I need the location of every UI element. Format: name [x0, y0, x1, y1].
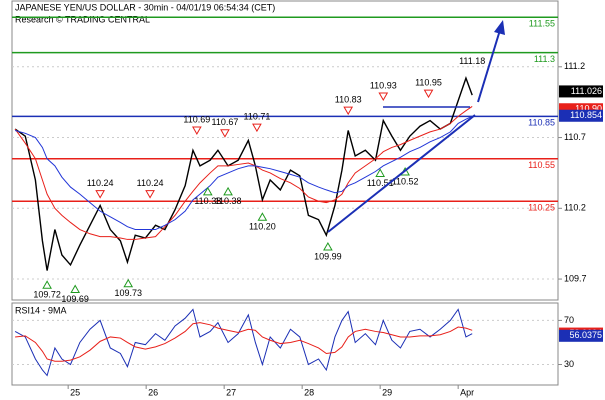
x-tick-label: 25	[70, 387, 80, 397]
high-label: 110.93	[370, 80, 397, 90]
high-label: 110.95	[415, 78, 442, 88]
high-label: 110.24	[137, 178, 164, 188]
series-line	[15, 322, 473, 362]
chart-title: JAPANESE YEN/US DOLLAR - 30min - 04/01/1…	[15, 2, 275, 12]
x-tick-label: Apr	[460, 387, 474, 397]
high-marker	[343, 106, 354, 116]
low-marker	[70, 284, 81, 293]
y-tick-label: 70	[564, 315, 574, 325]
high-marker	[220, 129, 230, 138]
low-label: 110.20	[249, 222, 276, 232]
high-marker	[378, 92, 389, 102]
low-label: 110.38	[194, 196, 221, 206]
series-line	[14, 308, 473, 377]
low-marker	[257, 212, 268, 221]
high-marker	[191, 126, 202, 135]
low-label: 109.69	[61, 294, 89, 304]
x-tick-label: 26	[148, 387, 158, 397]
trend-line	[327, 114, 476, 233]
low-marker	[375, 168, 386, 177]
series-line	[14, 106, 473, 240]
low-marker	[323, 242, 333, 251]
price-box	[559, 85, 603, 98]
price-box-label: 110.854	[570, 110, 602, 120]
high-marker	[252, 123, 262, 133]
price-box	[559, 109, 603, 122]
top-label: 111.18	[459, 56, 485, 66]
level-label: 111.55	[529, 19, 555, 29]
chart-subtitle: Research © TRADING CENTRAL	[15, 14, 150, 24]
level-label: 110.85	[528, 118, 555, 128]
low-label: 109.73	[114, 288, 142, 298]
low-marker	[223, 186, 233, 196]
y-tick-label: 30	[564, 359, 574, 369]
low-label: 110.51	[367, 178, 394, 188]
low-marker	[202, 186, 213, 196]
price-box-label: 110.90	[575, 104, 602, 114]
low-marker	[42, 280, 52, 289]
x-tick-label: 29	[382, 387, 392, 397]
low-marker	[123, 278, 134, 288]
rsi-panel	[11, 302, 559, 386]
price-box-label: 111.026	[571, 86, 602, 96]
low-label: 109.99	[314, 251, 342, 261]
high-label: 110.24	[87, 178, 114, 188]
low-label: 110.38	[215, 196, 242, 206]
high-marker	[145, 190, 155, 199]
y-tick-label: 110.7	[564, 132, 586, 142]
level-label: 110.25	[528, 203, 555, 213]
y-tick-label: 111.2	[564, 61, 585, 71]
y-tick-label: 109.7	[564, 273, 587, 283]
arrow-head	[494, 20, 505, 35]
y-tick-label: 110.2	[564, 203, 586, 213]
price-box	[559, 329, 603, 342]
forecast-arrow	[477, 29, 501, 103]
low-label: 109.72	[33, 290, 61, 300]
price-box-label: 56.0375	[569, 330, 602, 340]
rsi-title: RSI14 - 9MA	[15, 305, 67, 315]
high-marker	[423, 89, 434, 99]
x-tick-label: 28	[304, 387, 314, 397]
high-label: 110.71	[243, 112, 270, 122]
high-label: 110.83	[335, 95, 362, 105]
low-label: 110.52	[392, 176, 419, 186]
level-label: 110.55	[528, 160, 555, 170]
x-tick-label: 27	[226, 387, 236, 397]
level-label: 111.3	[534, 54, 555, 64]
high-label: 110.69	[183, 114, 210, 124]
high-marker	[95, 190, 106, 199]
price-panel	[11, 0, 559, 301]
drawing-layer: 109.7 110.2 110.7 111.2 25 26 27 28 29 Apr 111.55 1…	[12, 16, 603, 397]
series-line	[14, 115, 473, 231]
high-label: 110.67	[212, 117, 239, 127]
